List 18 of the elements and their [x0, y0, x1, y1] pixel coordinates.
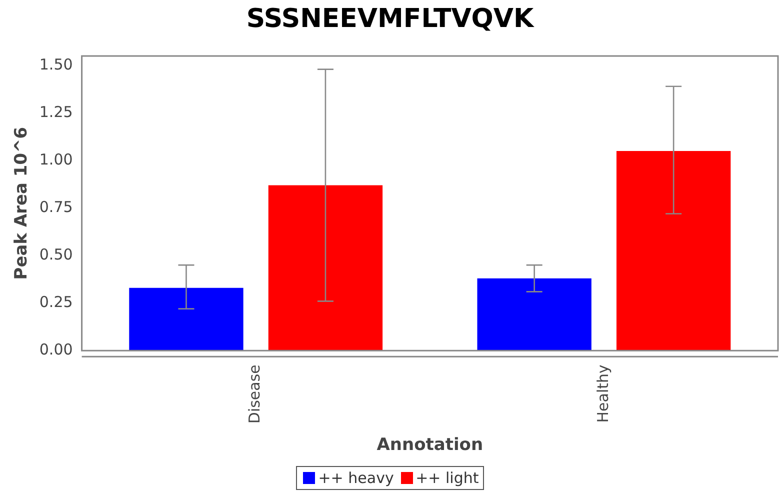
y-tick-label: 1.25 — [39, 102, 73, 121]
y-tick-label: 1.00 — [39, 150, 73, 168]
y-tick-label: 0.00 — [39, 340, 73, 358]
bar — [616, 151, 731, 351]
x-axis-title: Annotation — [376, 435, 484, 456]
bar — [129, 288, 244, 351]
legend-label: ++ heavy — [318, 469, 394, 487]
legend-label: ++ light — [416, 469, 479, 487]
y-tick-label: 0.75 — [39, 198, 73, 216]
bar — [477, 278, 592, 351]
x-tick-label: Healthy — [594, 364, 612, 423]
y-tick-label: 1.50 — [39, 55, 73, 74]
x-tick-label: Disease — [246, 364, 264, 424]
y-tick-label: 0.50 — [39, 245, 73, 264]
y-axis-title: Peak Area 10^6 — [12, 126, 32, 280]
bar — [268, 185, 383, 351]
y-tick-label: 0.25 — [39, 292, 73, 311]
chart-title: SSSNEEVMFLTVQVK — [245, 4, 536, 34]
